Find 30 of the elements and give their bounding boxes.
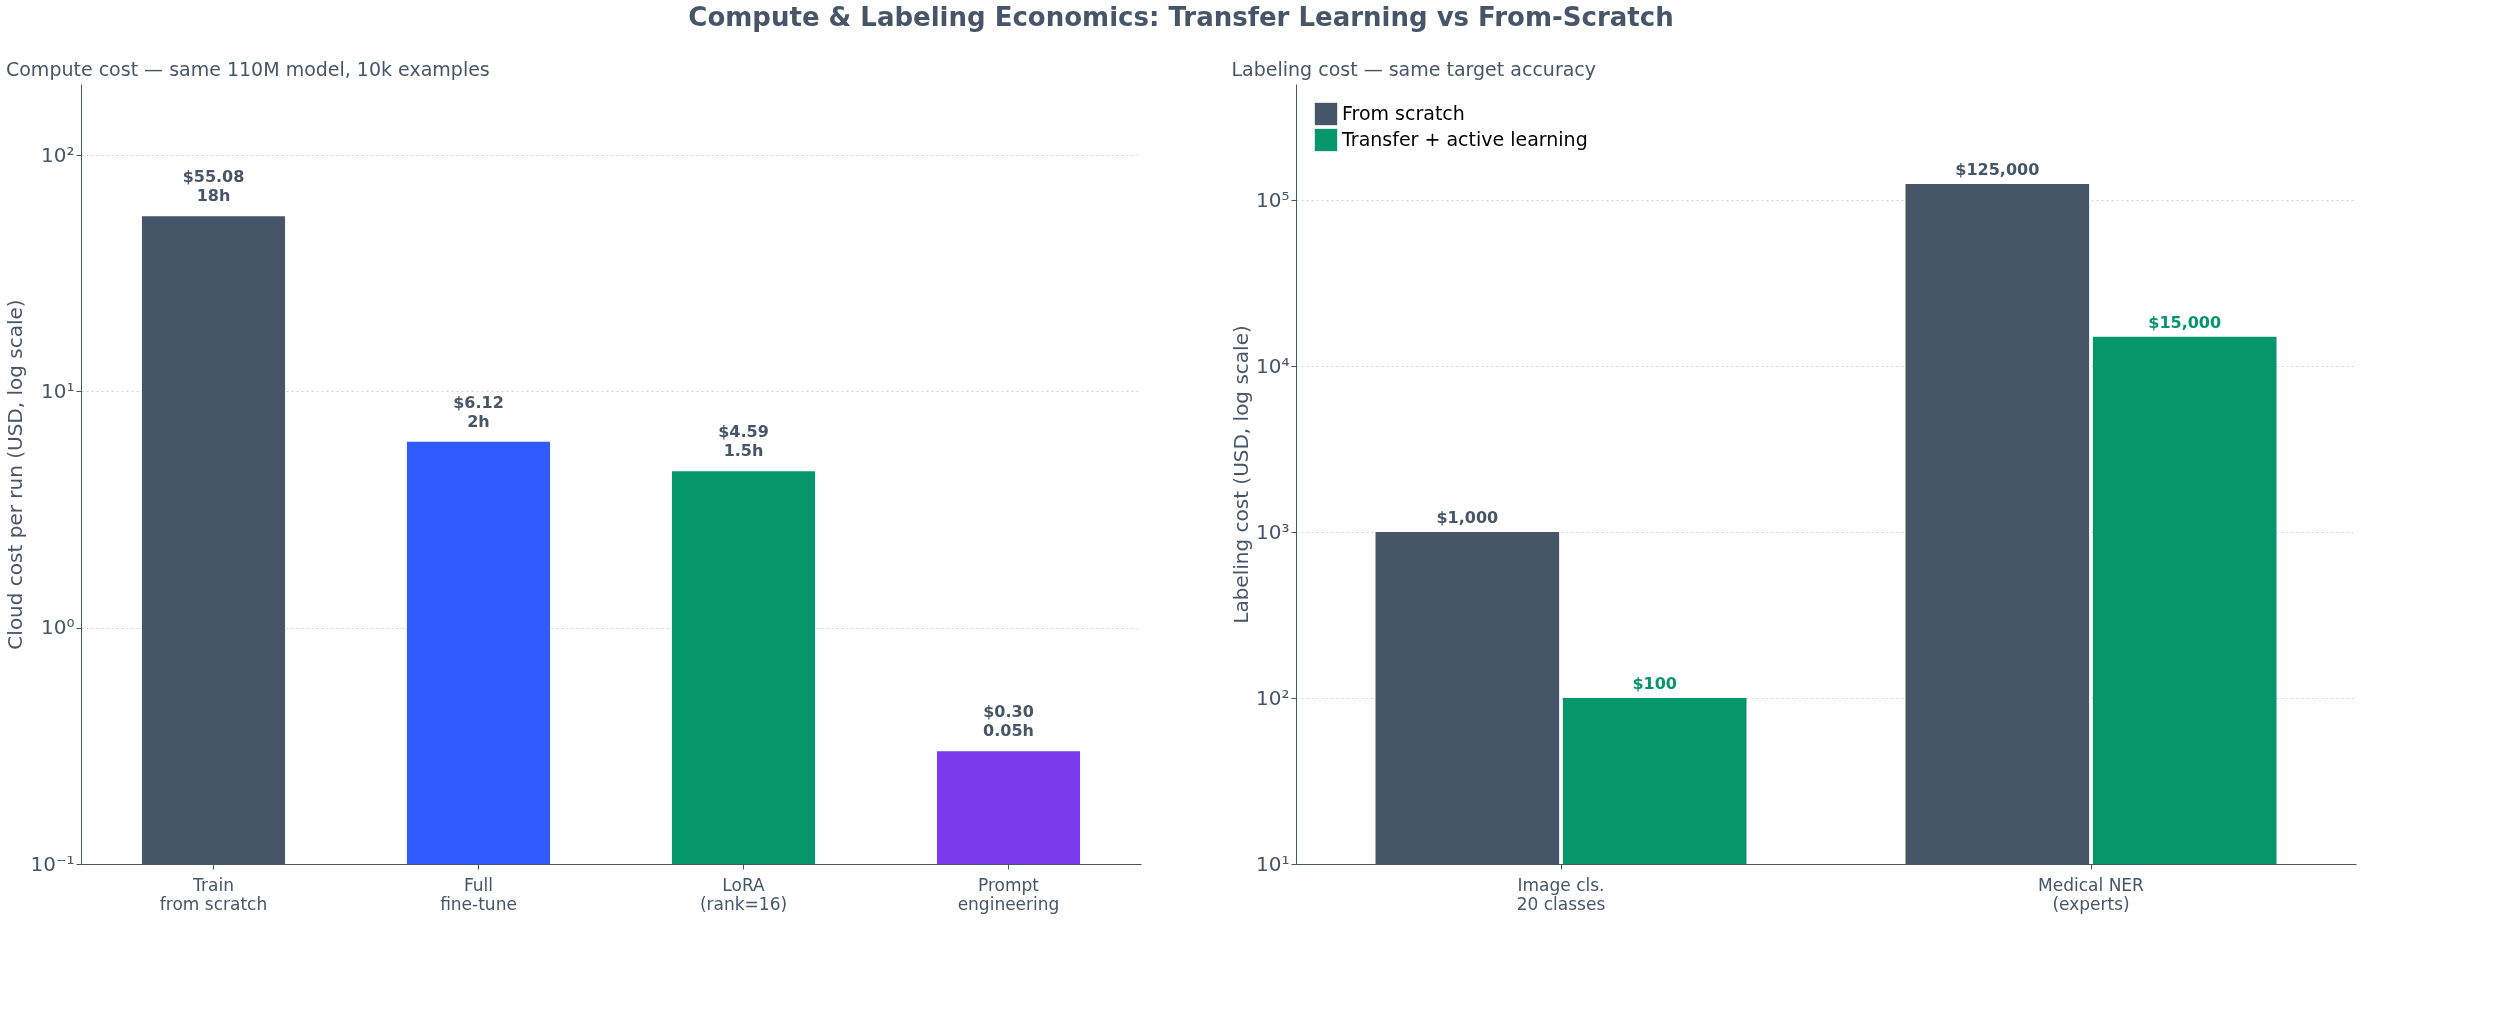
y-tick-label: 10² (1256, 685, 1290, 710)
y-tick-label: 10³ (1256, 519, 1290, 544)
y-axis-title: Cloud cost per run (USD, log scale) (3, 299, 28, 650)
data-label: $125,000 (1955, 159, 2040, 179)
x-tick-label: Medical NER (experts) (2038, 874, 2145, 914)
data-label: $55.08 18h (182, 167, 245, 206)
y-tick-label: 10¹ (1256, 851, 1290, 876)
y-axis-title: Labeling cost (USD, log scale) (1229, 325, 1254, 624)
data-label: $6.12 2h (453, 392, 504, 431)
y-tick-label: 10⁴ (1256, 353, 1290, 378)
legend-label: From scratch (1342, 102, 1465, 124)
x-tick-label: LoRA (rank=16) (699, 874, 788, 914)
data-label: $1,000 (1436, 508, 1499, 528)
chart-title: Compute & Labeling Economics: Transfer Learning vs From-Scratch (688, 2, 1674, 32)
x-tick-label: Train from scratch (159, 874, 268, 914)
y-tick-label: 10² (41, 142, 75, 167)
data-label: $4.59 1.5h (718, 422, 769, 461)
x-tick-label: Full fine-tune (440, 874, 517, 914)
y-tick-label: 10⁻¹ (30, 851, 75, 876)
chart-subtitle: Compute cost — same 110M model, 10k examples (5, 58, 490, 80)
chart-subtitle: Labeling cost — same target accuracy (1231, 58, 1597, 80)
x-tick-label: Prompt engineering (957, 874, 1060, 914)
data-label: $100 (1632, 674, 1677, 694)
legend-label: Transfer + active learning (1341, 128, 1588, 150)
y-tick-label: 10⁵ (1256, 187, 1290, 212)
x-tick-label: Image cls. 20 classes (1516, 874, 1606, 914)
data-label: $15,000 (2148, 312, 2222, 332)
data-label: $0.30 0.05h (983, 702, 1034, 741)
y-tick-label: 10⁰ (41, 615, 75, 640)
y-tick-label: 10¹ (41, 378, 75, 403)
